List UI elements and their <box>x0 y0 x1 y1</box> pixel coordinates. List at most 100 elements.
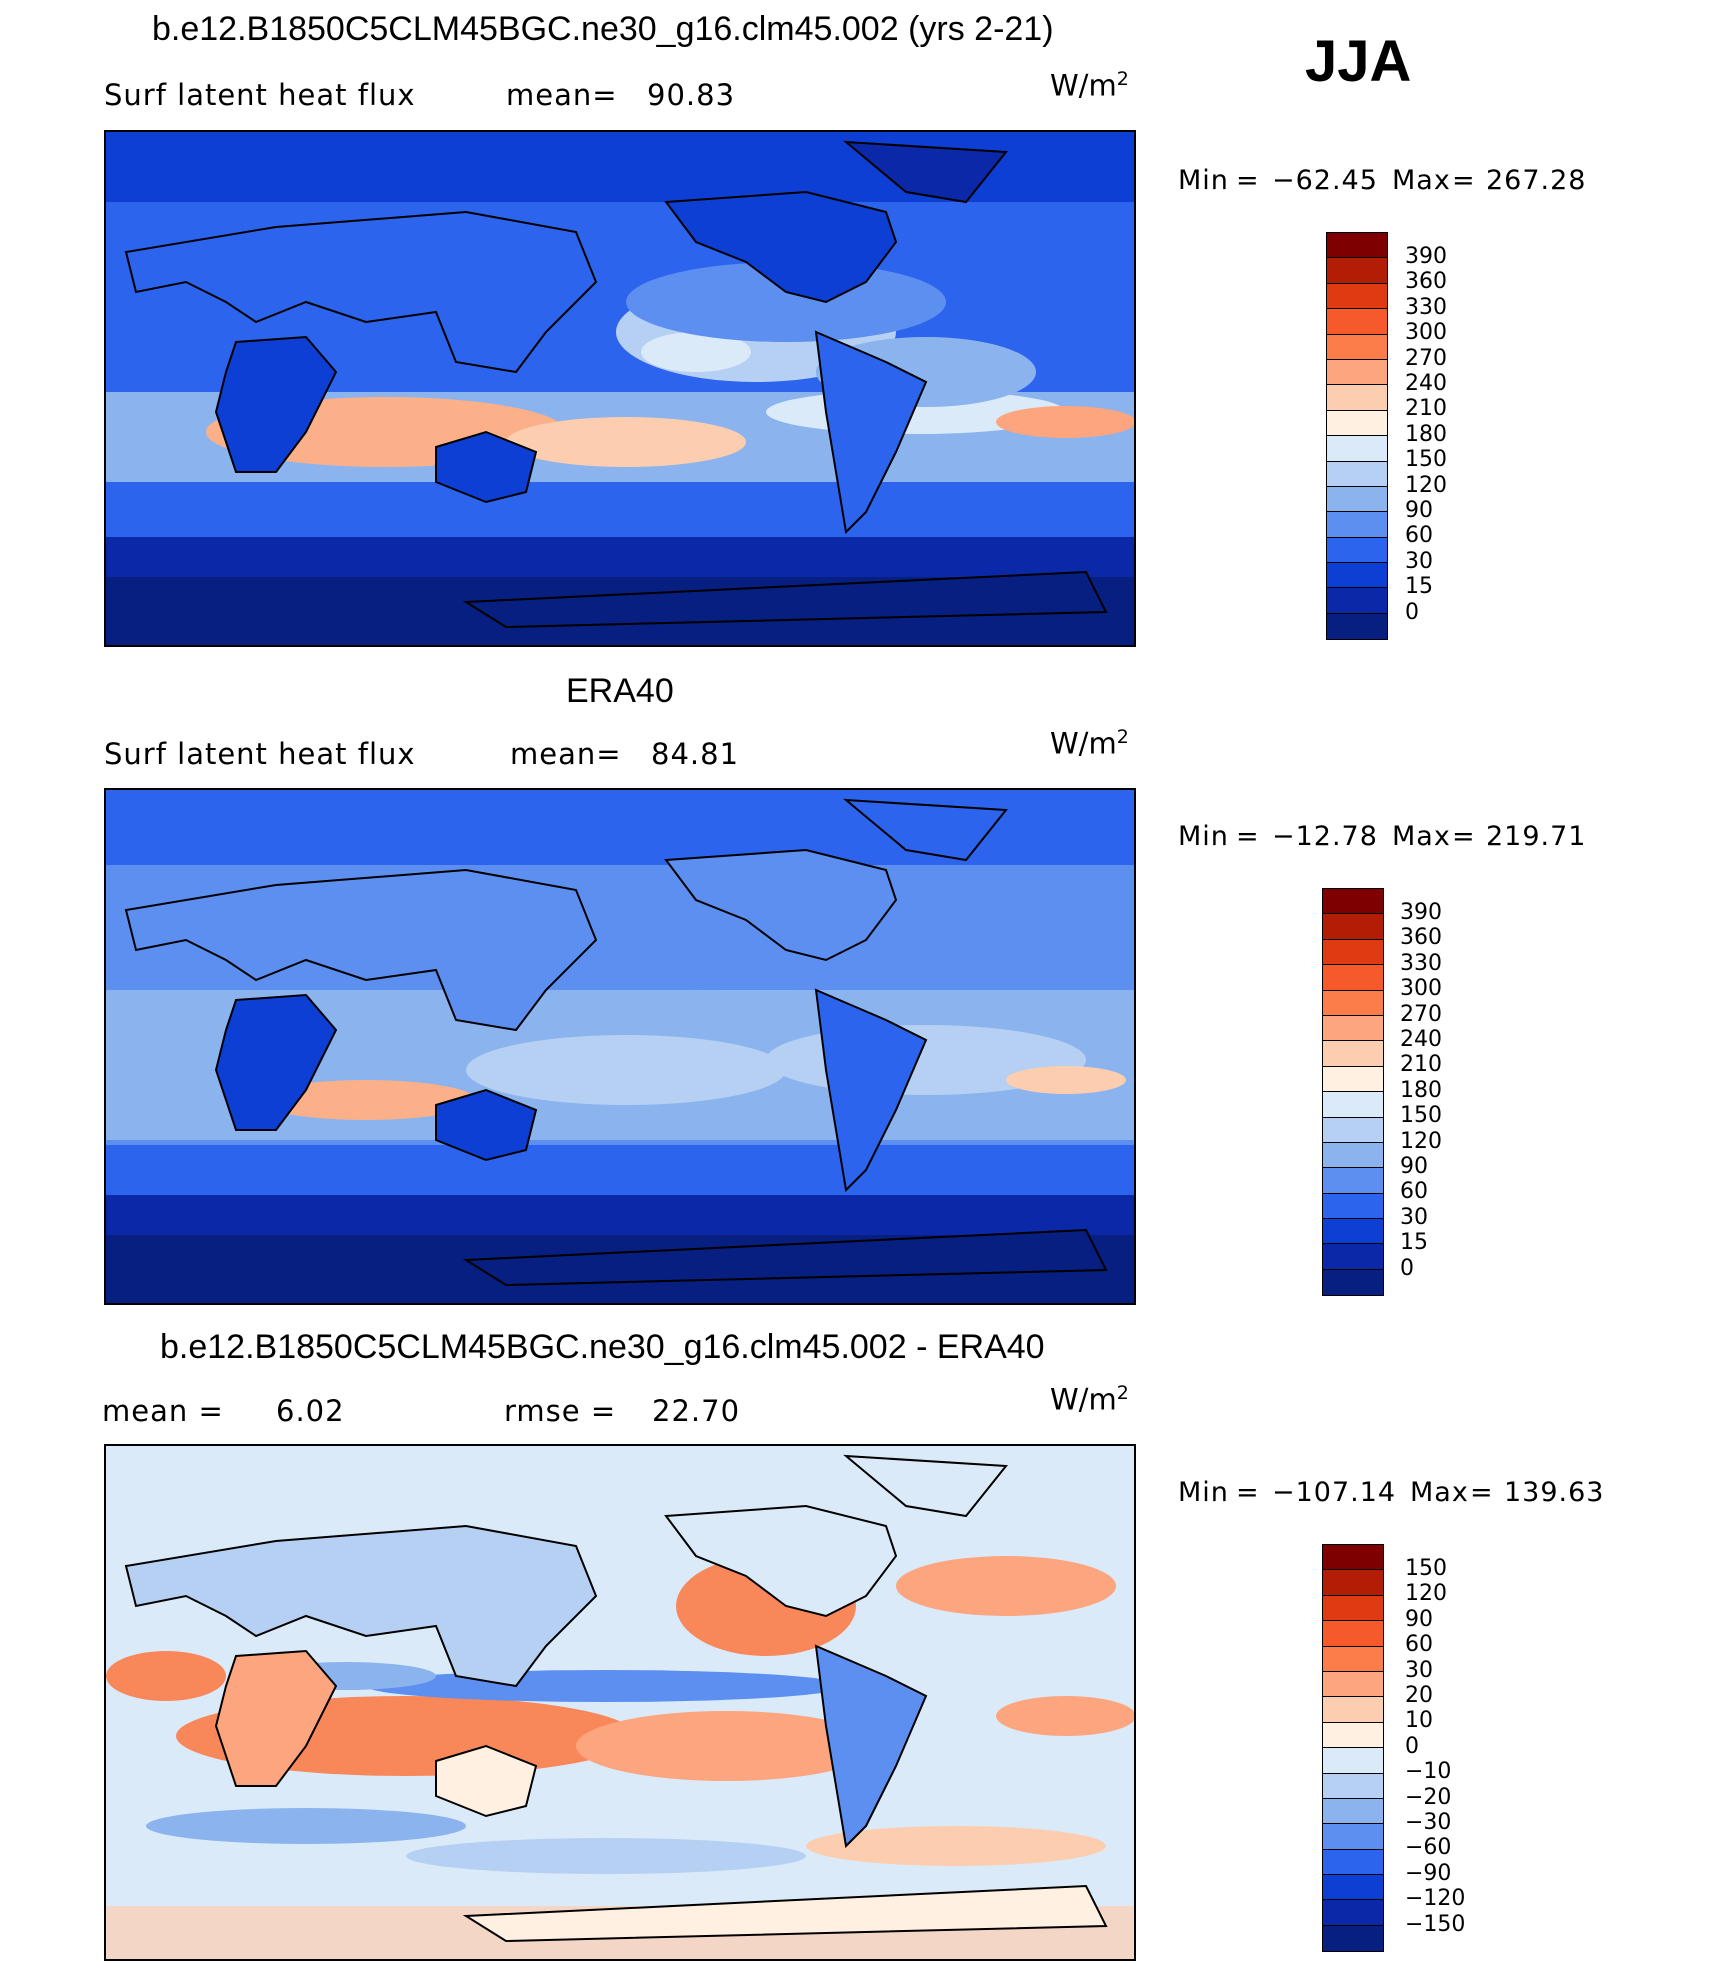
colorbar-box <box>1327 537 1387 564</box>
colorbar-box <box>1323 939 1383 966</box>
colorbar-tick-label: 90 <box>1405 498 1433 523</box>
colorbar-tick-label: 210 <box>1405 396 1447 422</box>
colorbar-box <box>1327 359 1387 386</box>
panel-obs-min-eq: = <box>1236 821 1260 852</box>
panel-obs-max-label: Max <box>1392 821 1451 852</box>
colorbar-tick-label: 120 <box>1400 1128 1442 1154</box>
colorbar-box <box>1323 1849 1383 1876</box>
colorbar-tick-label: 120 <box>1405 472 1447 498</box>
colorbar-tick-label: 60 <box>1405 523 1433 549</box>
colorbar-box <box>1323 1798 1383 1825</box>
colorbar-tick-label: 10 <box>1405 1708 1433 1734</box>
colorbar-box <box>1323 1900 1383 1926</box>
panel-obs-min-label: Min <box>1178 821 1229 852</box>
colorbar-tick-label: −20 <box>1405 1784 1452 1810</box>
colorbar-box <box>1323 1925 1383 1952</box>
panel-model-colorbar <box>1326 232 1388 641</box>
colorbar-box <box>1327 283 1387 310</box>
panel-diff-rmse-value: 22.70 <box>652 1394 741 1428</box>
panel-diff-map <box>104 1444 1136 1961</box>
colorbar-tick-label: 270 <box>1405 345 1447 371</box>
colorbar-box <box>1323 1671 1383 1698</box>
colorbar-box <box>1323 1142 1383 1169</box>
colorbar-tick-label: 360 <box>1400 925 1442 951</box>
colorbar-box <box>1323 1824 1383 1850</box>
colorbar-box <box>1327 334 1387 360</box>
season-label: JJA <box>1305 29 1412 94</box>
colorbar-tick-label: −30 <box>1405 1810 1452 1835</box>
colorbar-tick-label: 0 <box>1400 1255 1414 1281</box>
colorbar-box <box>1323 1168 1383 1194</box>
colorbar-tick-label: −60 <box>1405 1835 1452 1861</box>
colorbar-box <box>1327 486 1387 513</box>
colorbar-tick-label: 330 <box>1400 950 1442 976</box>
colorbar-tick-label: 90 <box>1405 1606 1433 1632</box>
panel-obs-min-value: −12.78 <box>1272 821 1378 852</box>
colorbar-tick-label: 30 <box>1405 548 1433 574</box>
panel-diff-mean-value: 6.02 <box>276 1394 345 1428</box>
colorbar-tick-label: 15 <box>1400 1230 1428 1256</box>
colorbar-box <box>1327 410 1387 437</box>
colorbar-box <box>1327 563 1387 589</box>
colorbar-tick-label: 30 <box>1400 1204 1428 1230</box>
panel-model-variable-label: Surf latent heat flux <box>104 78 416 112</box>
panel-obs-title: ERA40 <box>566 672 674 710</box>
colorbar-box <box>1323 1875 1383 1901</box>
colorbar-box <box>1323 889 1383 915</box>
panel-obs-max-eq: = <box>1452 821 1476 852</box>
panel-diff-rmse-label: rmse = <box>504 1394 617 1428</box>
colorbar-tick-label: −120 <box>1405 1886 1466 1912</box>
colorbar-box <box>1323 1092 1383 1118</box>
colorbar-tick-label: 390 <box>1400 900 1442 925</box>
colorbar-tick-label: 330 <box>1405 294 1447 320</box>
colorbar-tick-label: 60 <box>1400 1179 1428 1205</box>
colorbar-box <box>1327 613 1387 640</box>
colorbar-tick-label: 150 <box>1405 447 1447 473</box>
panel-obs-mean-label: mean= <box>510 737 622 771</box>
panel-obs-max-value: 219.71 <box>1486 821 1587 852</box>
colorbar-box <box>1323 1066 1383 1093</box>
panel-model-max-value: 267.28 <box>1486 165 1587 196</box>
colorbar-tick-label: 240 <box>1400 1027 1442 1052</box>
panel-diff-min-value: −107.14 <box>1272 1477 1397 1508</box>
colorbar-tick-label: 360 <box>1405 269 1447 295</box>
colorbar-tick-label: 300 <box>1400 976 1442 1002</box>
colorbar-box <box>1323 1193 1383 1220</box>
colorbar-box <box>1323 990 1383 1016</box>
panel-model-max-label: Max <box>1392 165 1451 196</box>
panel-obs-colorbar <box>1322 888 1384 1297</box>
colorbar-box <box>1323 1041 1383 1067</box>
colorbar-tick-label: 240 <box>1405 371 1447 396</box>
colorbar-box <box>1323 1117 1383 1143</box>
panel-diff-mean-label: mean = <box>102 1394 224 1428</box>
colorbar-tick-label: 60 <box>1405 1632 1433 1658</box>
panel-model-units: W/m2 <box>1050 68 1129 103</box>
colorbar-tick-label: 270 <box>1400 1001 1442 1027</box>
panel-diff-min-label: Min <box>1178 1477 1229 1508</box>
colorbar-tick-label: 150 <box>1400 1103 1442 1129</box>
colorbar-box <box>1327 512 1387 538</box>
panel-model-min-eq: = <box>1236 165 1260 196</box>
panel-diff-title: b.e12.B1850C5CLM45BGC.ne30_g16.clm45.002… <box>160 1328 1045 1366</box>
colorbar-box <box>1323 1773 1383 1799</box>
colorbar-box <box>1323 965 1383 991</box>
colorbar-tick-label: 0 <box>1405 1733 1419 1759</box>
colorbar-box <box>1323 1646 1383 1672</box>
colorbar-tick-label: 90 <box>1400 1154 1428 1179</box>
colorbar-box <box>1327 233 1387 259</box>
colorbar-tick-label: 210 <box>1400 1052 1442 1078</box>
colorbar-tick-label: 120 <box>1405 1581 1447 1607</box>
colorbar-box <box>1323 1697 1383 1723</box>
colorbar-tick-label: 30 <box>1405 1657 1433 1683</box>
colorbar-tick-label: 20 <box>1405 1683 1433 1708</box>
colorbar-tick-label: −150 <box>1405 1911 1466 1937</box>
panel-obs-mean-value: 84.81 <box>651 737 740 771</box>
colorbar-box <box>1323 914 1383 940</box>
colorbar-tick-label: 300 <box>1405 320 1447 346</box>
panel-model-min-value: −62.45 <box>1272 165 1378 196</box>
colorbar-box <box>1327 258 1387 284</box>
colorbar-tick-label: −90 <box>1405 1860 1452 1886</box>
panel-model-mean-label: mean= <box>506 78 618 112</box>
colorbar-box <box>1323 1219 1383 1245</box>
colorbar-box <box>1327 461 1387 487</box>
